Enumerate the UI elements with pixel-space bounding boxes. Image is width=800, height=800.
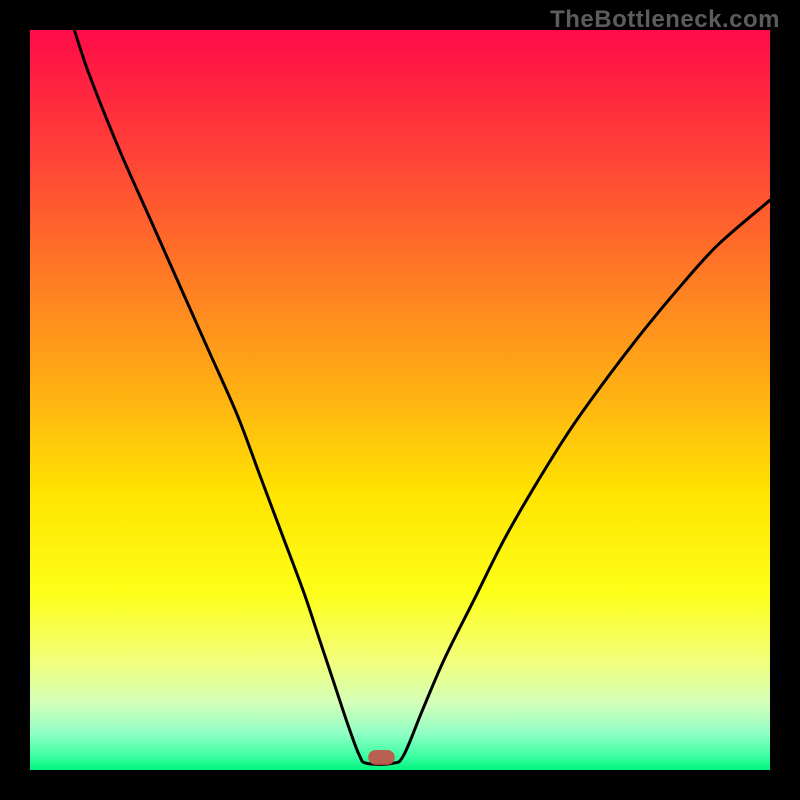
bottleneck-chart bbox=[30, 30, 770, 770]
chart-frame: TheBottleneck.com bbox=[0, 0, 800, 800]
gradient-background bbox=[30, 30, 770, 770]
sweet-spot-marker bbox=[368, 750, 395, 765]
